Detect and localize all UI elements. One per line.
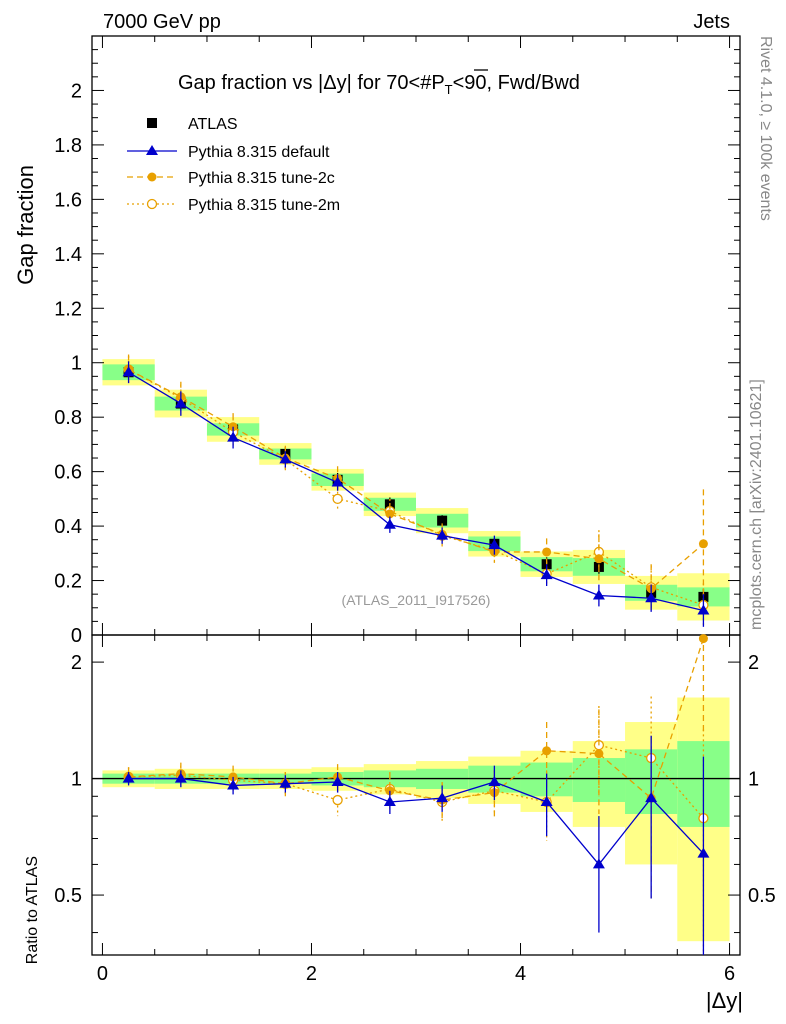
y-tick-label: 2: [71, 80, 82, 102]
header-right: Jets: [693, 11, 730, 33]
ratio-uncertainty-bands: [102, 697, 730, 942]
y-tick-label: 0: [71, 625, 82, 647]
main-point-triangle: [331, 476, 344, 487]
legend-tune2m-marker: [146, 198, 158, 210]
main-point-triangle: [592, 589, 605, 600]
y-tick-label: 0.8: [54, 407, 82, 429]
ratio-y-tick-label-right: 1: [748, 769, 759, 791]
y-tick-label: 1.8: [54, 135, 82, 157]
main-point-triangle: [383, 518, 396, 529]
ratio-point-triangle: [645, 792, 658, 803]
main-point-triangle: [697, 604, 710, 615]
y-tick-label: 1: [71, 353, 82, 375]
main-line-circle: [128, 368, 704, 590]
ratio-series-layer: [122, 634, 710, 955]
ratio-point-triangle: [592, 858, 605, 869]
main-point-triangle: [540, 569, 553, 580]
ratio-y-tick-label-left: 2: [71, 652, 82, 674]
title-t: T: [445, 82, 453, 97]
main-point-triangle: [174, 397, 187, 408]
main-point-circle: [698, 539, 708, 549]
y-axis-label: Gap fraction: [13, 165, 38, 285]
ratio-point-triangle: [540, 795, 553, 806]
ratio-point-triangle: [122, 772, 135, 783]
ratio-point-open-circle: [332, 794, 343, 806]
legend: ATLAS Pythia 8.315 default Pythia 8.315 …: [127, 116, 340, 214]
x-tick-label: 6: [724, 963, 735, 985]
header-left: 7000 GeV pp: [103, 11, 221, 33]
main-point-circle: [542, 547, 552, 557]
ratio-y-tick-label-left: 0.5: [54, 885, 82, 907]
title-tail: <90, Fwd/Bwd: [453, 72, 580, 94]
title-main: Gap fraction vs |Δy| for 70<#: [178, 72, 432, 94]
main-point-open-circle: [332, 493, 343, 505]
y-tick-label: 1.6: [54, 189, 82, 211]
axis-ticks-layer: 0 2 4 6 0 0.2 0.4 0.6 0.8 1 1.2 1.4 1.6 1.8 2 0.5 0.5 1 1 2…: [54, 35, 776, 985]
ratio-y-tick-label-left: 1: [71, 769, 82, 791]
legend-tune2c-label: Pythia 8.315 tune-2c: [188, 170, 335, 187]
ratio-line-circle: [128, 638, 705, 801]
main-line-triangle: [128, 371, 704, 612]
ratio-point-triangle: [227, 779, 240, 790]
analysis-watermark: (ATLAS_2011_I917526): [342, 592, 491, 608]
ratio-point-triangle: [331, 775, 344, 786]
ratio-point-triangle: [174, 772, 187, 783]
main-uncertainty-bands: [102, 359, 730, 621]
ratio-point-triangle: [488, 775, 501, 786]
ratio-point-triangle: [383, 795, 396, 806]
title-p: P: [431, 72, 444, 94]
ratio-line-triangle: [128, 777, 704, 866]
y-tick-label: 0.2: [54, 571, 82, 593]
legend-tune2c-marker: [147, 172, 157, 182]
main-point-triangle: [227, 431, 240, 442]
y-tick-label: 0.6: [54, 462, 82, 484]
x-tick-label: 2: [306, 963, 317, 985]
legend-default-label: Pythia 8.315 default: [188, 144, 330, 161]
ratio-y-tick-label-right: 0.5: [748, 885, 776, 907]
atlas-data-point: [437, 515, 448, 526]
x-tick-label: 0: [97, 963, 108, 985]
ratio-point-circle: [594, 749, 604, 759]
y-tick-label: 0.4: [54, 516, 82, 538]
main-series-layer: [122, 354, 710, 627]
ratio-point-triangle: [697, 847, 710, 858]
main-point-triangle: [279, 453, 292, 464]
mcplots-label: mcplots.cern.ch [arXiv:2401.10621]: [748, 379, 765, 630]
main-point-triangle: [488, 539, 501, 550]
ratio-point-triangle: [436, 792, 449, 803]
main-point-circle: [594, 554, 604, 564]
main-point-circle: [385, 509, 395, 519]
x-axis-label: |Δy|: [706, 988, 743, 1013]
legend-default-marker: [146, 145, 158, 155]
legend-atlas-marker: [147, 118, 157, 128]
main-line-open-circle: [128, 368, 704, 606]
legend-tune2m-label: Pythia 8.315 tune-2m: [188, 197, 340, 214]
chart-title: Gap fraction vs |Δy| for 70<#PT<90, Fwd/…: [178, 72, 580, 97]
rivet-version-label: Rivet 4.1.0, ≥ 100k events: [757, 36, 774, 221]
ratio-y-tick-label-right: 2: [748, 652, 759, 674]
ratio-line-open-circle: [128, 744, 704, 819]
y-tick-label: 1.4: [54, 244, 82, 266]
main-point-triangle: [436, 529, 449, 540]
ratio-point-circle: [542, 746, 552, 756]
y-tick-label: 1.2: [54, 298, 82, 320]
ratio-point-circle: [698, 634, 708, 644]
main-point-triangle: [122, 366, 135, 377]
main-point-triangle: [645, 592, 658, 603]
legend-atlas-label: ATLAS: [188, 116, 238, 133]
ratio-y-axis-label: Ratio to ATLAS: [24, 856, 41, 964]
x-tick-label: 4: [515, 963, 526, 985]
ratio-point-triangle: [279, 777, 292, 788]
